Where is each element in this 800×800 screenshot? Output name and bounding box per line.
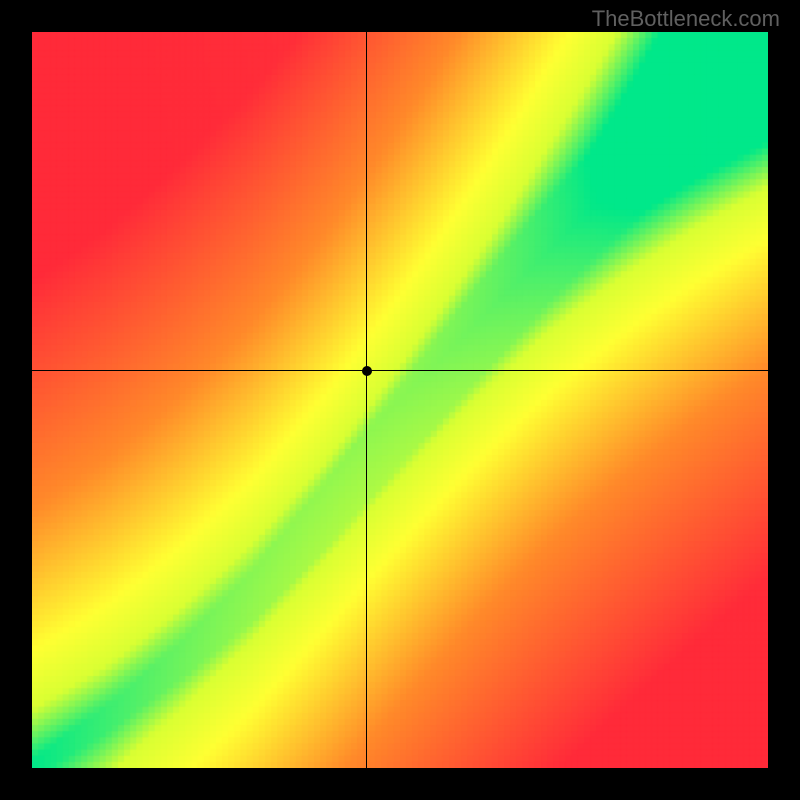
watermark-text: TheBottleneck.com (592, 6, 780, 32)
bottleneck-heatmap (32, 32, 768, 768)
crosshair-vertical (366, 32, 367, 768)
chart-container: TheBottleneck.com (0, 0, 800, 800)
crosshair-marker (362, 366, 372, 376)
crosshair-horizontal (32, 370, 768, 371)
